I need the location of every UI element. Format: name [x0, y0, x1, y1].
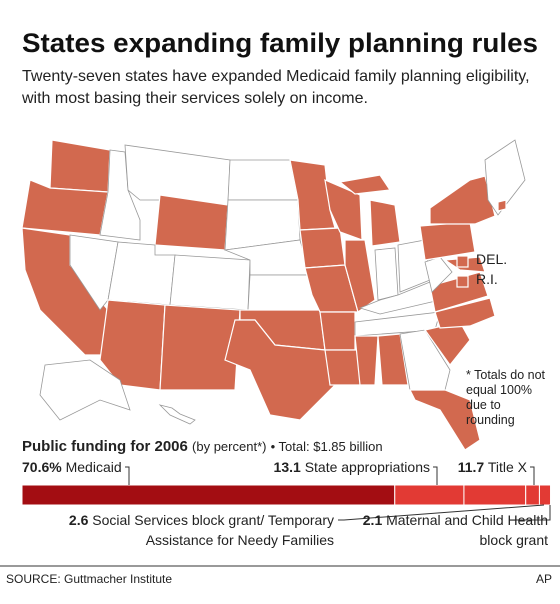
category-label: Medicaid: [65, 459, 122, 475]
credit: AP: [535, 572, 552, 586]
leader-lines: [125, 466, 551, 521]
category-label: Title X: [487, 459, 527, 475]
value-label: 70.6%: [22, 459, 62, 475]
category-label: Maternal and Child Health block grant: [386, 512, 548, 548]
bar-segment: [394, 484, 465, 506]
funding-title: Public funding for 2006: [22, 438, 188, 455]
legend-label: R.I.: [476, 271, 498, 287]
footnote: * Totals do not equal 100% due to roundi…: [466, 368, 545, 427]
legend-label: DEL.: [476, 251, 508, 267]
source: SOURCE: Guttmacher Institute: [6, 572, 173, 586]
unit-note: (by percent*): [192, 439, 267, 454]
funding-header: Public funding for 2006 (by percent*) • …: [22, 438, 383, 456]
bar-segment: [538, 484, 552, 506]
value-label: 2.1: [362, 512, 383, 528]
value-label: 11.7: [457, 459, 485, 475]
value-label: 13.1: [273, 459, 301, 475]
title: States expanding family planning rules: [22, 28, 538, 58]
segment-label: 2.1 Maternal and Child Health block gran…: [348, 510, 548, 550]
subtitle: Twenty-seven states have expanded Medica…: [22, 68, 530, 107]
total: • Total: $1.85 billion: [270, 439, 383, 454]
segment-label: 11.7 Title X: [458, 459, 527, 476]
category-label: Social Services block grant/ Temporary A…: [92, 512, 334, 548]
bar-segment: [463, 484, 527, 506]
us-map: [21, 139, 526, 451]
segment-label: 2.6 Social Services block grant/ Tempora…: [14, 510, 334, 550]
segment-label: 13.1 State appropriations: [274, 459, 430, 476]
category-label: State appropriations: [304, 459, 430, 475]
value-label: 2.6: [68, 512, 89, 528]
bar-segment: [21, 484, 396, 506]
segment-label: 70.6% Medicaid: [22, 459, 122, 476]
bar-segment: [525, 484, 540, 506]
